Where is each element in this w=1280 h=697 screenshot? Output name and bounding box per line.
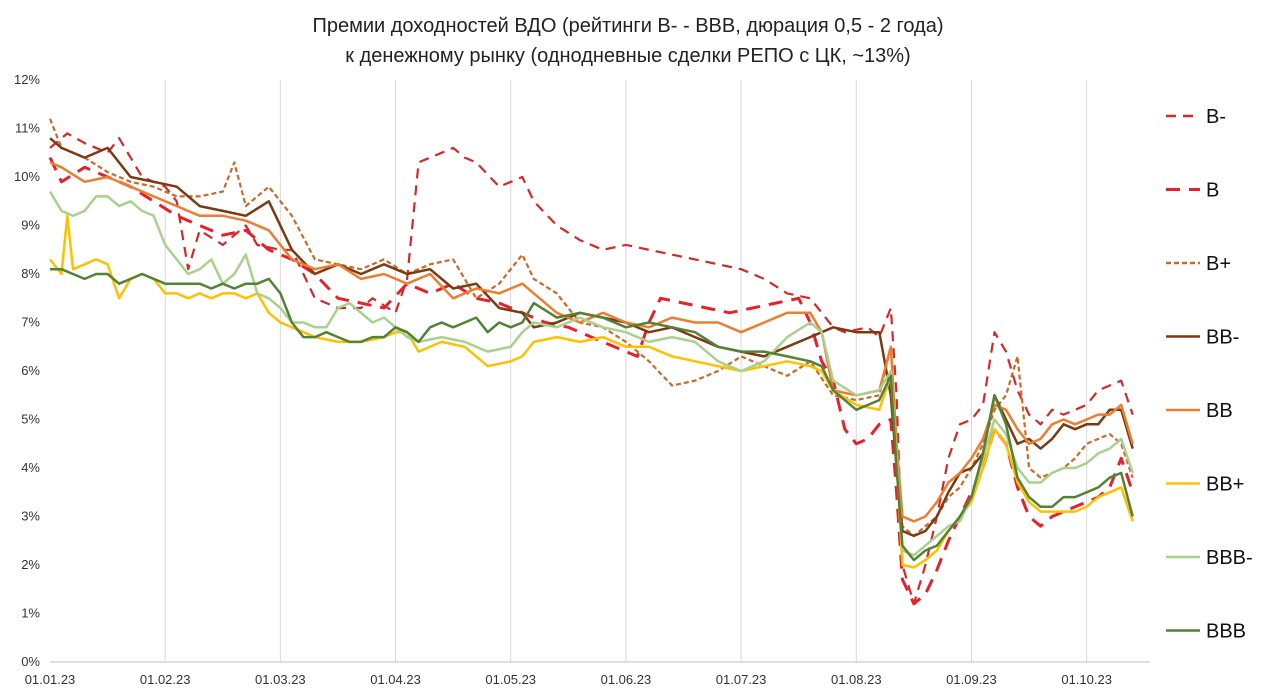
chart-title: Премии доходностей ВДО (рейтинги B- - BB… (312, 15, 943, 67)
x-tick-label: 01.05.23 (485, 672, 536, 687)
legend-label: B+ (1206, 253, 1231, 275)
legend-label: BB- (1206, 327, 1239, 349)
y-tick-label: 6% (21, 363, 40, 378)
x-tick-label: 01.02.23 (140, 672, 191, 687)
series-line-bbb-minus (48, 190, 1134, 557)
chart-title-line-2: к денежному рынку (однодневные сделки РЕ… (345, 45, 910, 67)
chart-title-line-1: Премии доходностей ВДО (рейтинги B- - BB… (312, 15, 943, 37)
x-tick-label: 01.08.23 (831, 672, 882, 687)
y-tick-label: 1% (21, 606, 40, 621)
y-tick-label: 5% (21, 412, 40, 427)
x-tick-label: 01.09.23 (946, 672, 997, 687)
x-tick-label: 01.06.23 (601, 672, 652, 687)
series-line-bbb (50, 267, 1134, 562)
y-tick-label: 8% (21, 266, 40, 281)
legend-label: B- (1206, 106, 1226, 128)
x-axis: 01.01.23 01.02.23 01.03.23 01.04.23 01.05.23… (25, 661, 1150, 687)
legend-label: BBB- (1206, 547, 1253, 569)
x-tick-label: 01.03.23 (255, 672, 306, 687)
legend-label: B (1206, 180, 1219, 202)
series-line-bb (49, 161, 1134, 523)
legend-label: BBB (1206, 621, 1246, 643)
y-axis: 0% 1% 2% 3% 4% 5% 6% 7% 8% 9% 10% 11% 12% (14, 72, 40, 669)
y-tick-label: 10% (14, 169, 40, 184)
legend-label: BB+ (1206, 474, 1244, 496)
y-tick-label: 9% (21, 218, 40, 233)
x-tick-label: 01.07.23 (716, 672, 767, 687)
vertical-gridlines (164, 80, 1088, 662)
y-tick-label: 3% (21, 509, 40, 524)
x-tick-label: 01.04.23 (370, 672, 421, 687)
series-line-bb-plus (49, 214, 1134, 569)
x-tick-label: 01.01.23 (25, 672, 76, 687)
y-tick-label: 0% (21, 654, 40, 669)
x-tick-label: 01.10.23 (1061, 672, 1112, 687)
series-lines (48, 118, 1135, 606)
y-tick-label: 2% (21, 557, 40, 572)
y-tick-label: 12% (14, 72, 40, 87)
y-tick-label: 7% (21, 315, 40, 330)
legend-label: BB (1206, 400, 1233, 422)
y-tick-label: 4% (21, 460, 40, 475)
y-tick-label: 11% (15, 121, 40, 136)
